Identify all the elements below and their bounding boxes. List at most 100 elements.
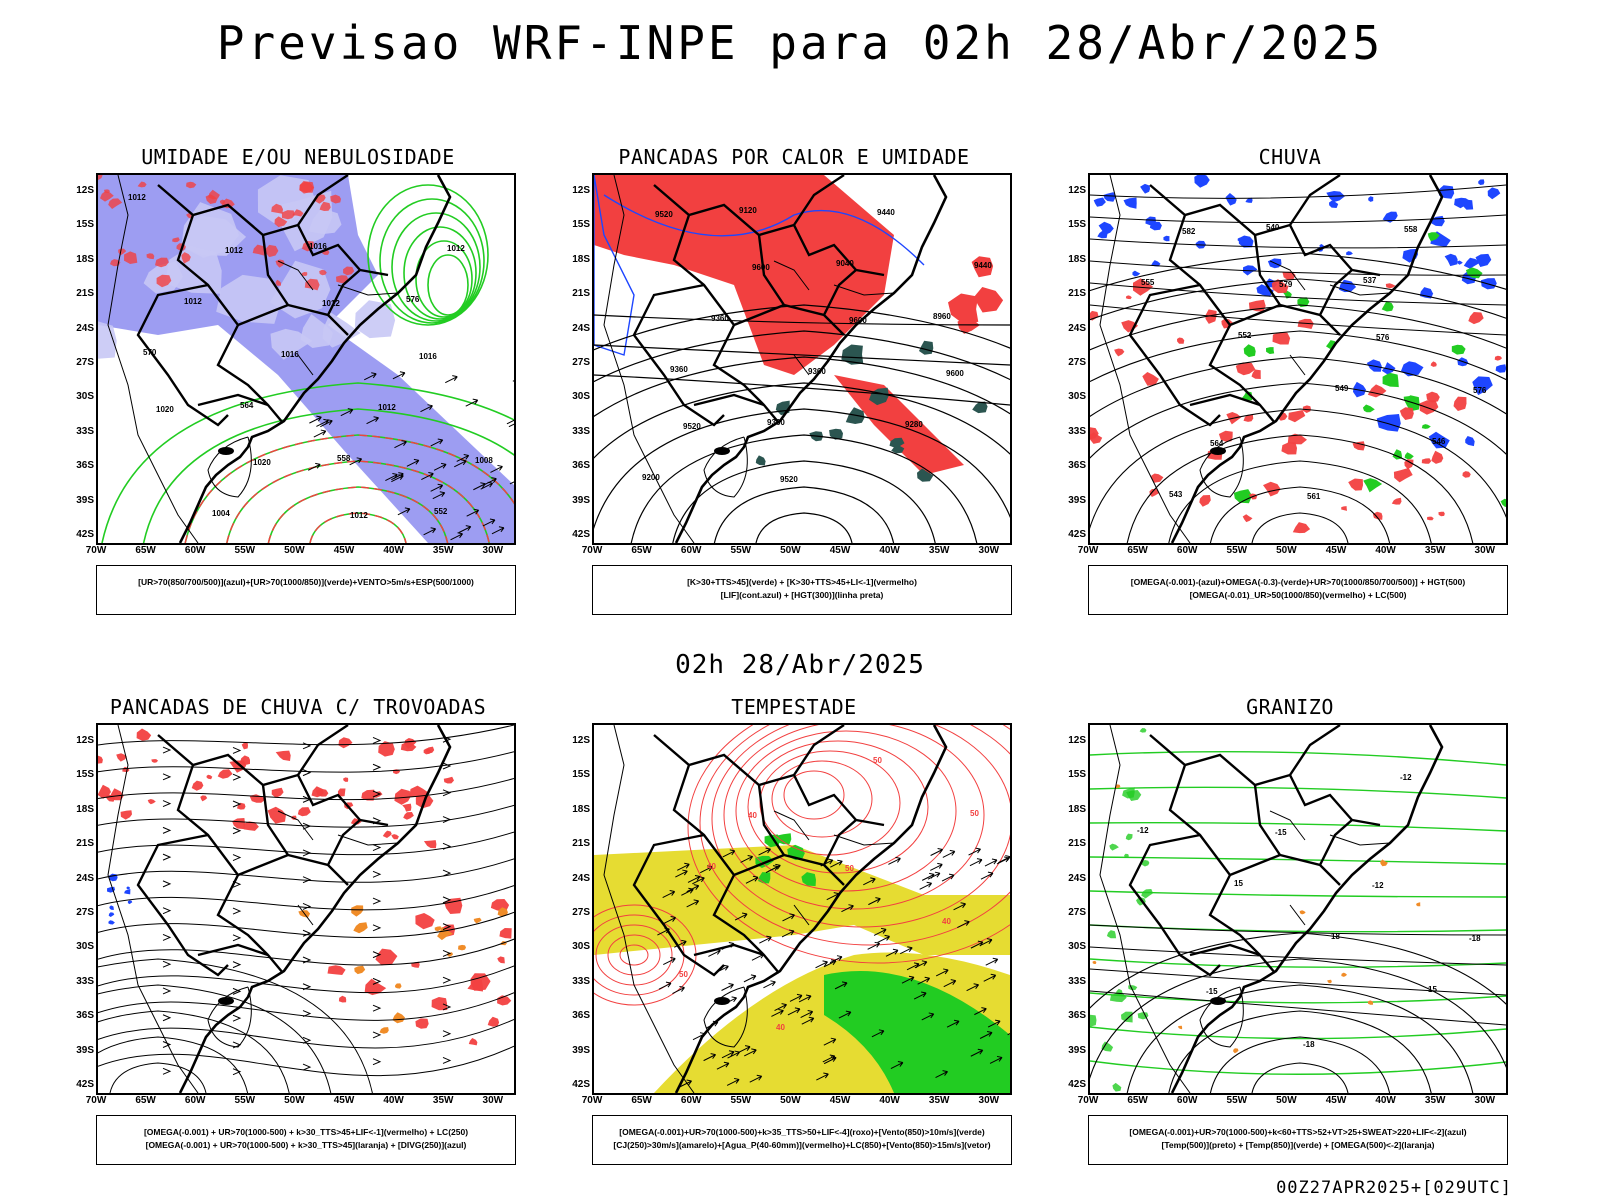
contour-label: 9280 <box>905 420 923 429</box>
lon-tick-label: 50W <box>284 1095 305 1106</box>
map-area <box>96 723 516 1095</box>
map-area: 1012 1012 1012 1016 1020 1020 1012 1012 1012 1016… <box>96 173 516 545</box>
contour-label: 1020 <box>156 405 174 414</box>
contour-label: 9600 <box>946 369 964 378</box>
contour-label: 537 <box>1363 276 1377 285</box>
contour-label: 576 <box>1473 386 1487 395</box>
lon-tick-label: 55W <box>234 1095 256 1106</box>
contour-label: 564 <box>1210 439 1224 448</box>
contour-label: 9600 <box>752 263 770 272</box>
contour-label: 1016 <box>419 352 437 361</box>
lat-tick-label: 24S <box>572 872 590 884</box>
contour-label: 1016 <box>309 242 327 251</box>
lat-tick-label: 24S <box>1068 872 1086 884</box>
lon-tick-label: 60W <box>1176 1095 1198 1106</box>
lon-tick-label: 35W <box>1424 1095 1446 1106</box>
lon-tick-label: 40W <box>879 545 900 556</box>
lat-tick-label: 39S <box>572 1044 590 1056</box>
lat-tick-label: 21S <box>76 288 94 300</box>
lat-tick-label: 36S <box>76 1010 94 1022</box>
contour-label: 8960 <box>933 312 951 321</box>
legend-line: [LIF](cont.azul) + [HGT(300)](linha pret… <box>720 590 884 600</box>
lat-tick-label: 36S <box>572 1010 590 1022</box>
lon-tick-label: 50W <box>780 545 801 556</box>
lat-tick-label: 30S <box>572 941 590 953</box>
contour-label: 40 <box>942 917 951 926</box>
lat-tick-label: 27S <box>572 907 590 918</box>
lat-tick-label: 33S <box>76 975 94 987</box>
lon-tick-label: 30W <box>482 1095 504 1106</box>
legend-box: [OMEGA(-0.001)+UR>70(1000-500)+k<60+TTS>… <box>1088 1115 1508 1165</box>
lat-tick-label: 33S <box>572 425 590 437</box>
contour-label: -12 <box>1400 773 1412 782</box>
contour-label: 552 <box>434 507 448 516</box>
contour-label: 1004 <box>212 509 230 518</box>
lon-tick-label: 40W <box>879 1095 900 1106</box>
lat-tick-label: 36S <box>1068 1010 1086 1022</box>
contour-label: 9360 <box>808 367 826 376</box>
lat-tick-label: 33S <box>1068 425 1086 437</box>
contour-label: 564 <box>240 401 254 410</box>
contour-label: 9360 <box>711 314 729 323</box>
contour-label: 540 <box>1266 223 1280 232</box>
contour-label: 1012 <box>350 511 368 520</box>
lon-tick-label: 60W <box>1176 545 1198 556</box>
lon-tick-label: 40W <box>383 545 404 556</box>
lat-tick-label: 12S <box>572 735 590 746</box>
contour-label: 549 <box>1335 384 1349 393</box>
lon-tick-label: 55W <box>1226 545 1248 556</box>
lon-tick-label: 50W <box>284 545 305 556</box>
contour-label: 15 <box>1428 985 1437 994</box>
lat-tick-label: 24S <box>572 322 590 334</box>
lon-tick-label: 35W <box>928 545 950 556</box>
lon-tick-label: 65W <box>135 1095 156 1106</box>
legend-line: [K>30+TTS>45](verde) + [K>30+TTS>45+LI<-… <box>687 577 917 587</box>
legend-box: [OMEGA(-0.001)+UR>70(1000-500)+k>35_TTS>… <box>592 1115 1012 1165</box>
contour-label: 9520 <box>780 475 798 484</box>
lat-tick-label: 30S <box>76 941 94 953</box>
panel-title: UMIDADE E/OU NEBULOSIDADE <box>141 145 455 169</box>
lat-tick-label: 30S <box>572 391 590 403</box>
lon-tick-label: 55W <box>730 1095 752 1106</box>
lat-tick-label: 24S <box>1068 322 1086 334</box>
contour-label: 9440 <box>974 261 992 270</box>
map-plot: 9520 9600 9600 9600 9520 9520 9440 9440 9360 9360… <box>594 175 1010 543</box>
lon-tick-label: 70W <box>1077 545 1099 556</box>
contour-label: 1020 <box>253 458 271 467</box>
lon-tick-label: 45W <box>333 545 355 556</box>
contour-label: 561 <box>1307 492 1321 501</box>
lat-tick-label: 15S <box>76 219 94 231</box>
contour-label: 9360 <box>670 365 688 374</box>
lat-tick-label: 27S <box>1068 907 1086 918</box>
contour-label: 579 <box>1279 280 1293 289</box>
lon-tick-label: 50W <box>1276 1095 1297 1106</box>
lat-tick-label: 27S <box>76 357 94 368</box>
contour-label: 555 <box>1141 278 1155 287</box>
lon-tick-label: 40W <box>383 1095 404 1106</box>
lat-tick-label: 21S <box>572 838 590 850</box>
lat-tick-label: 18S <box>572 253 590 265</box>
lon-tick-label: 65W <box>135 545 156 556</box>
lat-tick-label: 42S <box>76 529 94 540</box>
lon-tick-label: 35W <box>1424 545 1446 556</box>
map-panel-6: GRANIZO -15 -12 -18 -15 -18 -12 -12 15 18 15 12S 15S… <box>1068 695 1540 1185</box>
lat-tick-label: 42S <box>572 1079 590 1090</box>
lat-tick-label: 24S <box>76 872 94 884</box>
panel-title: TEMPESTADE <box>731 695 857 719</box>
contour-label: 50 <box>970 809 979 818</box>
main-title: Previsao WRF-INPE para 02h 28/Abr/2025 <box>216 16 1384 70</box>
lat-tick-label: 42S <box>572 529 590 540</box>
panel-title: GRANIZO <box>1246 695 1334 719</box>
lat-tick-label: 15S <box>1068 219 1086 231</box>
lat-tick-label: 18S <box>76 803 94 815</box>
lon-tick-label: 65W <box>631 1095 652 1106</box>
lat-tick-label: 18S <box>76 253 94 265</box>
contour-label: -15 <box>1206 987 1218 996</box>
lon-tick-label: 65W <box>1127 1095 1148 1106</box>
map-area: 40 50 40 50 40 50 50 40 <box>592 723 1012 1095</box>
lon-tick-label: 60W <box>680 1095 702 1106</box>
contour-label: 50 <box>845 864 854 873</box>
panel-title: PANCADAS POR CALOR E UMIDADE <box>618 145 970 169</box>
map-plot: 40 50 40 50 40 50 50 40 <box>594 725 1010 1093</box>
contour-label: 576 <box>406 295 420 304</box>
